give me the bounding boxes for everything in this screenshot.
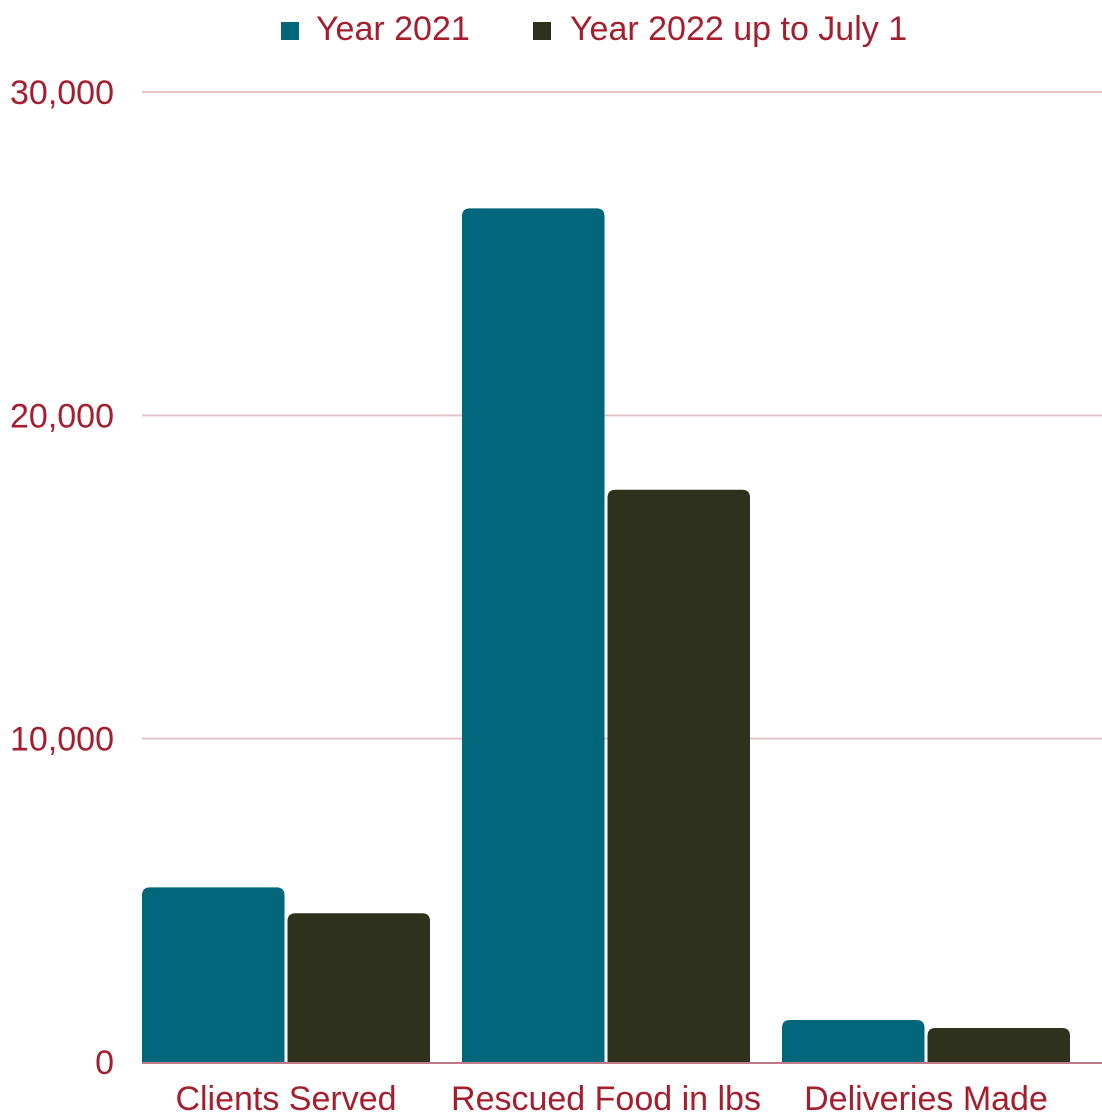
- y-axis-tick-labels: 0 10,000 20,000 30,000: [10, 74, 114, 1082]
- legend-swatch: [281, 22, 299, 40]
- legend: Year 2021 Year 2022 up to July 1: [281, 10, 907, 48]
- bar-series-1-rescued-food-in-lbs: [462, 208, 605, 1062]
- bar-series-1-deliveries-made: [782, 1019, 925, 1062]
- bar-series-1-clients-served: [142, 887, 285, 1062]
- bars: [142, 208, 1070, 1062]
- y-tick-label: 0: [95, 1044, 114, 1082]
- bar-series-2-clients-served: [287, 913, 430, 1062]
- legend-label: Year 2022 up to July 1: [570, 10, 907, 48]
- x-category-label: Clients Served: [175, 1080, 396, 1117]
- y-tick-label: 30,000: [10, 74, 114, 112]
- bar-series-2-deliveries-made: [927, 1028, 1070, 1062]
- y-tick-label: 20,000: [10, 397, 114, 435]
- bar-series-2-rescued-food-in-lbs: [607, 489, 750, 1062]
- x-axis-category-labels: Clients Served Rescued Food in lbs Deliver…: [175, 1080, 1047, 1117]
- x-category-label: Rescued Food in lbs: [451, 1080, 761, 1117]
- legend-swatch: [533, 22, 551, 40]
- x-category-label: Deliveries Made: [804, 1080, 1048, 1117]
- legend-label: Year 2021: [316, 10, 470, 48]
- y-tick-label: 10,000: [10, 721, 114, 759]
